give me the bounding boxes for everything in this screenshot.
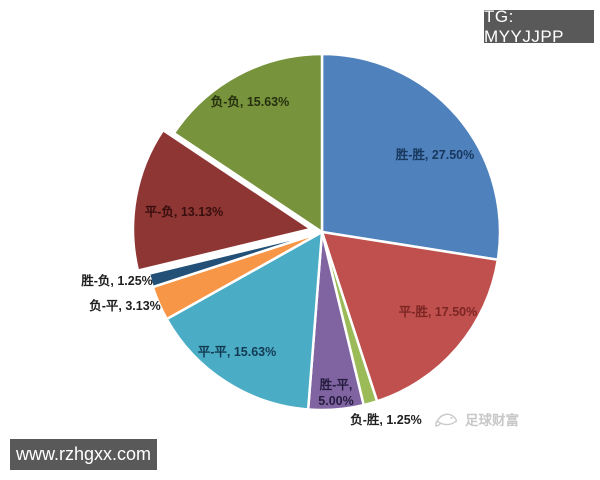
tg-contact-text: TG: MYYJJPP <box>484 6 565 46</box>
site-url-text: www.rzhgxx.com <box>15 444 152 464</box>
pie-slice <box>320 52 502 262</box>
pie-slice <box>172 52 324 234</box>
watermark-text: 足球财富 <box>465 413 519 428</box>
fish-logo-icon <box>435 413 458 427</box>
pie-slice <box>320 230 500 403</box>
pie-slice <box>147 230 324 289</box>
watermark: 足球财富 <box>434 407 519 431</box>
pie-slice <box>165 230 324 411</box>
tg-contact-badge: TG: MYYJJPP <box>484 7 594 46</box>
site-url-badge: www.rzhgxx.com <box>10 439 157 470</box>
pie-slice <box>131 128 313 272</box>
